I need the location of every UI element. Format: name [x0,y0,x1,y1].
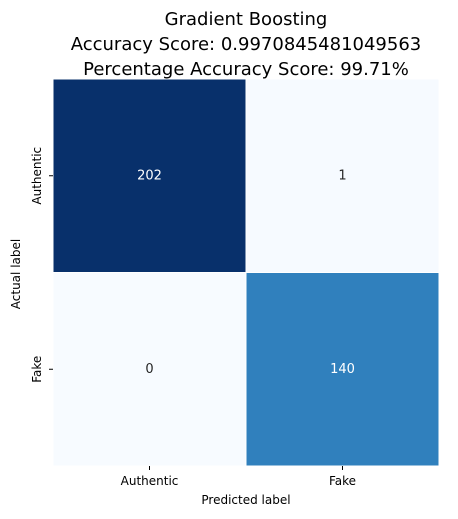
heatmap-cell-authentic-authentic [52,78,247,273]
heatmap-cell-fake-fake [245,272,440,467]
heatmap-cell-fake-authentic [52,272,247,467]
heatmap-cells [52,78,440,467]
y-axis-label: Actual label [9,239,23,309]
y-axis-ticks: Authentic Fake [30,147,53,383]
x-tick-label: Authentic [121,474,179,488]
x-axis-label: Predicted label [201,493,290,507]
cell-value-label: 202 [137,168,162,183]
title-line-1: Gradient Boosting [165,9,328,30]
title-line-3: Percentage Accuracy Score: 99.71% [83,59,409,80]
y-tick-label: Authentic [30,147,44,205]
cell-value-labels: 202 1 0 140 [137,168,355,377]
cell-value-label: 140 [330,362,355,377]
chart-title: Gradient Boosting Accuracy Score: 0.9970… [71,9,422,80]
y-tick-label: Fake [30,356,44,383]
heatmap-cell-authentic-fake [245,78,440,273]
x-axis-ticks: Authentic Fake [121,466,356,488]
title-line-2: Accuracy Score: 0.9970845481049563 [71,34,422,55]
x-tick-label: Fake [329,474,356,488]
cell-value-label: 0 [145,362,153,377]
cell-value-label: 1 [338,168,346,183]
